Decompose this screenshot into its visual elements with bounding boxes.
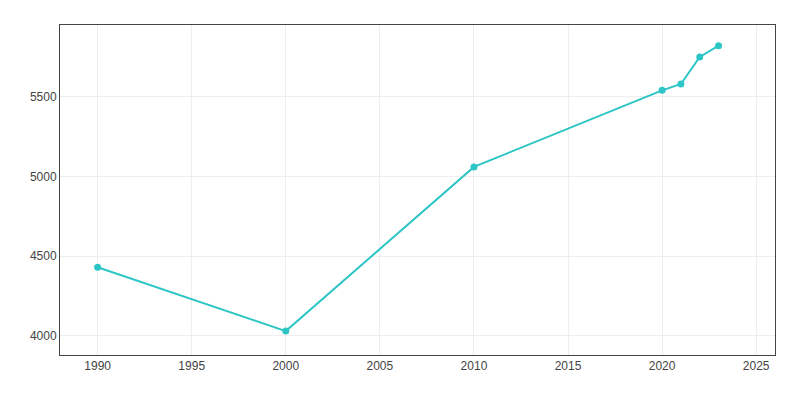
svg-text:5000: 5000: [30, 170, 57, 184]
svg-text:2000: 2000: [272, 359, 299, 373]
svg-text:1990: 1990: [84, 359, 111, 373]
svg-text:2005: 2005: [367, 359, 394, 373]
svg-text:2010: 2010: [461, 359, 488, 373]
svg-text:2025: 2025: [743, 359, 770, 373]
svg-text:1995: 1995: [178, 359, 205, 373]
svg-text:4000: 4000: [30, 329, 57, 343]
svg-text:2015: 2015: [555, 359, 582, 373]
svg-text:5500: 5500: [30, 90, 57, 104]
svg-text:4500: 4500: [30, 249, 57, 263]
svg-text:2020: 2020: [649, 359, 676, 373]
